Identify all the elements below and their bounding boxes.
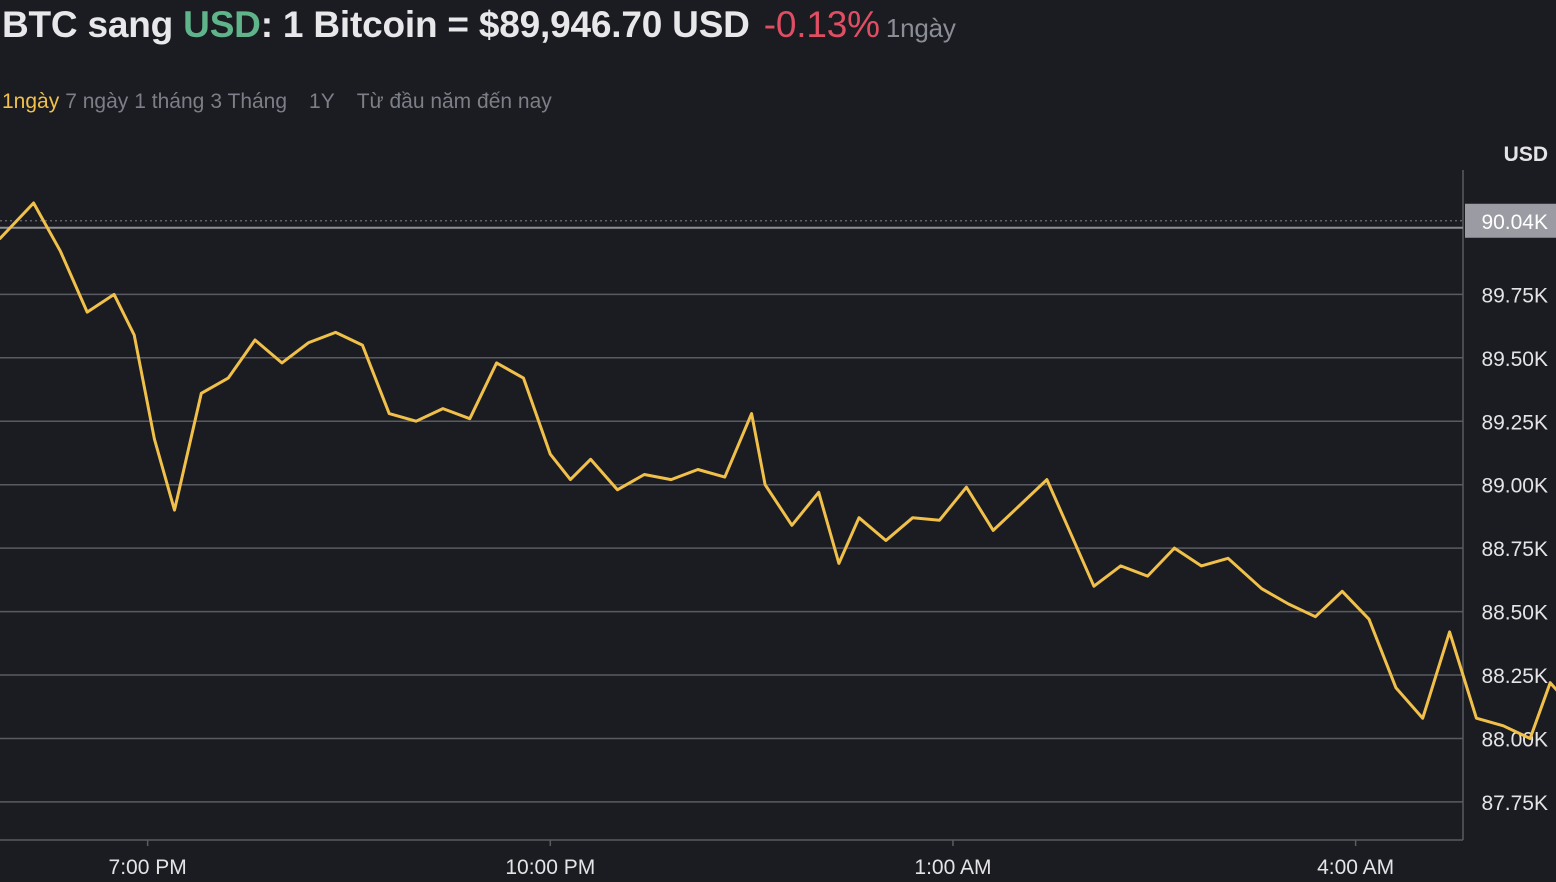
range-1m[interactable]: 1 tháng	[134, 90, 205, 113]
range-3m[interactable]: 3 Tháng	[210, 90, 288, 113]
range-1y[interactable]: 1Y	[309, 90, 335, 113]
range-selector: 1ngày 7 ngày 1 tháng 3 Tháng 1Y Từ đầu năm đế…	[2, 90, 558, 114]
y-tick-label: 88.25K	[1481, 665, 1548, 688]
range-1d[interactable]: 1ngày	[2, 90, 60, 113]
x-tick-label: 4:00 AM	[1317, 856, 1394, 879]
y-tick-label: 89.25K	[1481, 411, 1548, 434]
price-series-line	[0, 201, 1556, 740]
x-tick-label: 10:00 PM	[505, 856, 595, 879]
y-tick-label: 89.50K	[1481, 348, 1548, 371]
title-quote-currency: USD	[183, 4, 261, 45]
x-tick-label: 1:00 AM	[914, 856, 991, 879]
change-percent: -0.13%	[763, 4, 880, 45]
y-tick-label: 88.50K	[1481, 602, 1548, 625]
title-base: BTC sang	[2, 4, 184, 45]
range-7d[interactable]: 7 ngày	[65, 90, 129, 113]
current-price-label: 90.04K	[1481, 211, 1548, 234]
y-tick-label: 87.75K	[1481, 792, 1548, 815]
y-tick-label: 88.75K	[1481, 538, 1548, 561]
change-period: 1ngày	[885, 13, 956, 43]
x-tick-label: 7:00 PM	[109, 856, 187, 879]
current-price-tag	[1465, 203, 1556, 238]
page-title: BTC sang USD: 1 Bitcoin = $89,946.70 USD…	[2, 4, 956, 48]
y-tick-label: 89.75K	[1481, 284, 1548, 307]
y-axis-unit-label: USD	[1504, 143, 1548, 166]
title-rate: : 1 Bitcoin = $89,946.70 USD	[260, 4, 750, 45]
range-ytd[interactable]: Từ đầu năm đến nay	[356, 90, 552, 113]
y-tick-label: 89.00K	[1481, 475, 1548, 498]
